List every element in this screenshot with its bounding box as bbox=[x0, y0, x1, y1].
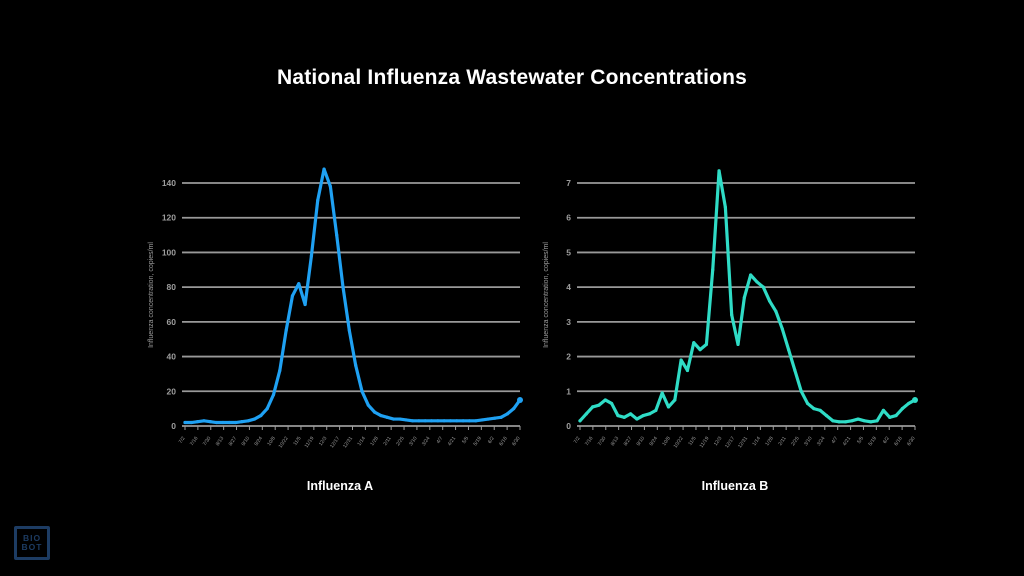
svg-text:9/10: 9/10 bbox=[636, 436, 647, 448]
svg-text:6/30: 6/30 bbox=[906, 436, 917, 448]
svg-text:60: 60 bbox=[167, 317, 177, 327]
svg-text:1/28: 1/28 bbox=[369, 436, 380, 448]
svg-text:5/5: 5/5 bbox=[856, 436, 865, 445]
svg-text:20: 20 bbox=[167, 386, 177, 396]
svg-text:2/25: 2/25 bbox=[790, 436, 801, 448]
svg-text:3/24: 3/24 bbox=[816, 436, 827, 448]
svg-text:2: 2 bbox=[566, 352, 571, 362]
svg-text:6/2: 6/2 bbox=[487, 436, 496, 445]
svg-text:6: 6 bbox=[566, 213, 571, 223]
svg-text:10/8: 10/8 bbox=[266, 436, 277, 448]
svg-text:6/16: 6/16 bbox=[893, 436, 904, 448]
svg-text:140: 140 bbox=[162, 178, 176, 188]
svg-text:7/30: 7/30 bbox=[597, 436, 608, 448]
svg-text:12/31: 12/31 bbox=[342, 436, 354, 450]
svg-text:5/19: 5/19 bbox=[472, 436, 483, 448]
influenza-a-chart: 0 20 40 60 80 100 120 140 Influenza concentratio… bbox=[148, 167, 523, 450]
svg-text:5/5: 5/5 bbox=[461, 436, 470, 445]
svg-text:6/30: 6/30 bbox=[511, 436, 522, 448]
svg-text:12/3: 12/3 bbox=[713, 436, 724, 448]
svg-text:12/17: 12/17 bbox=[329, 436, 341, 450]
svg-text:7: 7 bbox=[566, 178, 571, 188]
svg-text:4/7: 4/7 bbox=[830, 436, 839, 445]
influenza-b-caption: Influenza B bbox=[701, 479, 769, 493]
svg-text:11/5: 11/5 bbox=[687, 436, 697, 447]
svg-text:Influenza concentration, copie: Influenza concentration, copies/ml bbox=[148, 242, 155, 348]
svg-text:10/8: 10/8 bbox=[661, 436, 672, 448]
svg-text:5/19: 5/19 bbox=[867, 436, 878, 448]
svg-text:3/10: 3/10 bbox=[408, 436, 419, 448]
svg-text:9/24: 9/24 bbox=[253, 436, 264, 448]
svg-text:9/24: 9/24 bbox=[648, 436, 659, 448]
svg-text:12/3: 12/3 bbox=[318, 436, 329, 448]
biobot-logo-line1: BIO bbox=[22, 533, 42, 543]
svg-text:7/30: 7/30 bbox=[202, 436, 213, 448]
svg-text:4/21: 4/21 bbox=[447, 436, 458, 448]
svg-text:1/14: 1/14 bbox=[357, 436, 368, 448]
svg-text:0: 0 bbox=[566, 421, 571, 431]
svg-text:5: 5 bbox=[566, 247, 571, 257]
svg-text:1/14: 1/14 bbox=[752, 436, 763, 448]
svg-text:4/21: 4/21 bbox=[842, 436, 853, 448]
svg-text:2/11: 2/11 bbox=[382, 436, 392, 447]
svg-text:10/22: 10/22 bbox=[673, 436, 685, 450]
svg-text:10/22: 10/22 bbox=[278, 436, 290, 450]
svg-text:120: 120 bbox=[162, 213, 176, 223]
svg-text:1: 1 bbox=[566, 386, 571, 396]
svg-text:2/11: 2/11 bbox=[777, 436, 787, 447]
svg-text:2/25: 2/25 bbox=[395, 436, 406, 448]
biobot-logo-line2: BOT bbox=[21, 542, 43, 552]
svg-text:8/13: 8/13 bbox=[610, 436, 621, 448]
svg-text:11/19: 11/19 bbox=[304, 436, 316, 450]
svg-text:3/10: 3/10 bbox=[803, 436, 814, 448]
svg-text:9/10: 9/10 bbox=[241, 436, 252, 448]
svg-text:8/27: 8/27 bbox=[623, 436, 634, 448]
svg-text:80: 80 bbox=[167, 282, 177, 292]
svg-text:3: 3 bbox=[566, 317, 571, 327]
influenza-b-chart: 0 1 2 3 4 5 6 7 Influenza concentration, copies/… bbox=[543, 169, 918, 450]
page-title: National Influenza Wastewater Concentrat… bbox=[276, 66, 748, 89]
svg-text:1/28: 1/28 bbox=[764, 436, 775, 448]
biobot-logo: BIO BOT bbox=[14, 526, 50, 560]
svg-text:7/2: 7/2 bbox=[573, 436, 582, 445]
svg-text:3/24: 3/24 bbox=[421, 436, 432, 448]
svg-text:100: 100 bbox=[162, 247, 176, 257]
svg-text:12/17: 12/17 bbox=[724, 436, 736, 450]
svg-text:6/16: 6/16 bbox=[498, 436, 509, 448]
svg-text:12/31: 12/31 bbox=[737, 436, 749, 450]
influenza-a-caption: Influenza A bbox=[306, 479, 374, 493]
svg-text:0: 0 bbox=[171, 421, 176, 431]
svg-text:7/2: 7/2 bbox=[178, 436, 187, 445]
svg-text:6/2: 6/2 bbox=[882, 436, 891, 445]
svg-text:8/13: 8/13 bbox=[215, 436, 226, 448]
svg-text:4: 4 bbox=[566, 282, 571, 292]
svg-text:7/16: 7/16 bbox=[584, 436, 595, 448]
svg-text:40: 40 bbox=[167, 352, 177, 362]
svg-text:8/27: 8/27 bbox=[228, 436, 239, 448]
svg-text:Influenza concentration, copie: Influenza concentration, copies/ml bbox=[543, 242, 550, 348]
svg-text:11/19: 11/19 bbox=[699, 436, 711, 450]
svg-text:11/5: 11/5 bbox=[292, 436, 302, 447]
svg-text:7/16: 7/16 bbox=[189, 436, 200, 448]
svg-text:4/7: 4/7 bbox=[435, 436, 444, 445]
